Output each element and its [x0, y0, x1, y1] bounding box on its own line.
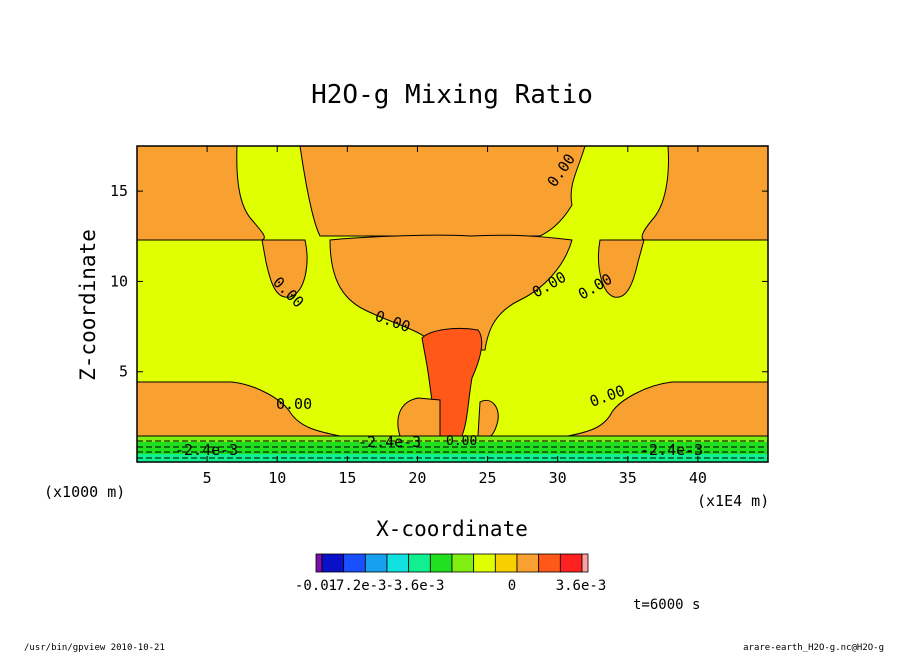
y-tick-label: 10 — [110, 272, 128, 290]
colorbar-swatch — [343, 553, 366, 573]
contour-label: -2.4e-3 — [175, 441, 238, 459]
colorbar-tick-label: 3.6e-3 — [556, 578, 607, 594]
contour-label: -2.4e-3 — [358, 433, 421, 451]
contour-label: 0.00 — [446, 434, 477, 449]
x-tick-label: 40 — [689, 469, 707, 487]
x-tick-label: 20 — [408, 469, 426, 487]
x-unit-label: (x1000 m) — [44, 483, 125, 501]
y-tick-label: 5 — [119, 363, 128, 381]
x-axis: 5 10 15 20 25 30 35 40 — [203, 146, 707, 487]
colorbar-swatch — [538, 553, 561, 573]
contour-fill-right-lobe — [598, 239, 645, 298]
contour-label: 0.00 — [276, 395, 312, 413]
x-tick-label: 25 — [479, 469, 497, 487]
contour-fill-lower-left — [136, 381, 341, 437]
colorbar-tick-label: -3.6e-3 — [385, 578, 444, 594]
colorbar-swatch — [315, 553, 323, 573]
contour-fill-left-lobe — [261, 239, 308, 298]
colorbar-tick-label: -0.01 — [295, 578, 337, 594]
x-tick-label: 35 — [619, 469, 637, 487]
plot-frame — [136, 145, 769, 463]
colorbar-swatch — [429, 553, 453, 573]
colorbar-swatch — [516, 553, 540, 573]
contour-fill-upper-mid — [299, 145, 586, 237]
colorbar-swatch — [364, 553, 388, 573]
y-axis-label: Z-coordinate — [76, 229, 100, 381]
footer-right: arare-earth_H2O-g.nc@H2O-g — [743, 643, 884, 653]
x-axis-label: X-coordinate — [376, 517, 528, 541]
colorbar-tick-label: 0 — [508, 578, 516, 594]
y-tick-label: 15 — [110, 182, 128, 200]
colorbar-swatch — [451, 553, 475, 573]
contour-fill-anvil — [329, 234, 573, 351]
y-unit-label: (x1E4 m) — [697, 492, 769, 510]
contour-fill-upper-left — [136, 145, 265, 241]
colorbar-swatch — [386, 553, 410, 573]
x-tick-label: 10 — [268, 469, 286, 487]
contour-fill-upper-right — [641, 145, 769, 241]
colorbar-tick-label: -7.2e-3 — [327, 578, 386, 594]
y-axis: 5 10 15 — [110, 182, 768, 381]
contour-label: -2.4e-3 — [640, 441, 703, 459]
colorbar-swatch — [559, 553, 583, 573]
band-green — [137, 442, 768, 454]
time-label: t=6000 s — [633, 597, 700, 613]
band-lime — [137, 436, 768, 442]
x-tick-label: 30 — [549, 469, 567, 487]
contour-fill-lower-right — [567, 381, 769, 437]
colorbar: -0.01-7.2e-3-3.6e-3 0 3.6e-3 — [295, 553, 607, 594]
chart-title: H2O-g Mixing Ratio — [311, 80, 593, 110]
colorbar-swatch — [408, 553, 431, 573]
colorbar-swatch — [494, 553, 518, 573]
colorbar-swatch — [321, 553, 345, 573]
plot-area: 0.00 0.00 0.00 0.00 0.00 0.00 0.00 0.00 … — [136, 145, 769, 463]
x-tick-label: 5 — [203, 469, 212, 487]
colorbar-swatch — [473, 553, 496, 573]
contour-fill-lower-mid — [397, 397, 499, 437]
footer-left: /usr/bin/gpview 2010-10-21 — [24, 643, 165, 653]
colorbar-swatch — [581, 553, 589, 573]
x-tick-label: 15 — [338, 469, 356, 487]
